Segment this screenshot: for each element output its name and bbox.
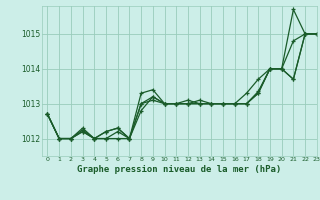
- X-axis label: Graphe pression niveau de la mer (hPa): Graphe pression niveau de la mer (hPa): [77, 165, 281, 174]
